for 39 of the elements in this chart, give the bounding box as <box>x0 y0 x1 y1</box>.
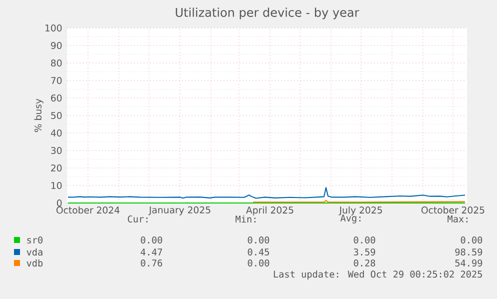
text: 0.45 <box>248 248 269 256</box>
line-series <box>67 187 466 199</box>
x-tick-label: January 2025 <box>148 206 210 216</box>
y-tick-label: 0 <box>56 199 62 207</box>
x-tick-label: April 2025 <box>246 206 294 216</box>
y-axis-title: % busy <box>34 98 44 132</box>
x-tick-label: October 2025 <box>421 206 484 214</box>
text: Last update: Wed Oct 29 00:25:02 2025 <box>274 270 482 280</box>
text: 0.76 <box>140 259 162 267</box>
y-tick-label: 10 <box>51 182 62 190</box>
y-tick-label: 40 <box>50 129 62 137</box>
text: 0.28 <box>354 259 376 267</box>
text: 4.47 <box>140 248 162 256</box>
legend-label: sr0 <box>27 236 43 244</box>
y-tick-label: 70 <box>51 76 62 84</box>
x-tick-label: October 2024 <box>56 206 120 214</box>
text: 54.99 <box>455 259 482 267</box>
legend-label: vdb <box>26 259 43 267</box>
y-tick-label: 50 <box>51 112 62 120</box>
y-tick-label: 80 <box>51 59 62 67</box>
text: 3.59 <box>354 248 376 256</box>
text: Cur: <box>128 215 148 223</box>
y-tick-label: 20 <box>51 164 62 172</box>
text: 0.00 <box>248 236 270 244</box>
y-tick-label: 90 <box>51 42 62 50</box>
y-tick-label: 100 <box>46 24 62 32</box>
chart-title: Utilization per device - by year <box>176 8 360 20</box>
text: 0.00 <box>354 236 376 244</box>
text: 0.00 <box>140 236 162 244</box>
text: 0.00 <box>248 259 270 267</box>
y-tick-label: 60 <box>51 94 62 102</box>
legend-label: vda <box>26 248 42 256</box>
text: Avg: <box>340 214 360 224</box>
y-tick-label: 30 <box>51 146 62 154</box>
text: Min: <box>236 215 256 223</box>
x-tick-label: July 2025 <box>338 206 382 216</box>
text: 98.59 <box>455 248 482 256</box>
text: Max: <box>448 216 468 222</box>
text: 0.00 <box>460 236 482 244</box>
